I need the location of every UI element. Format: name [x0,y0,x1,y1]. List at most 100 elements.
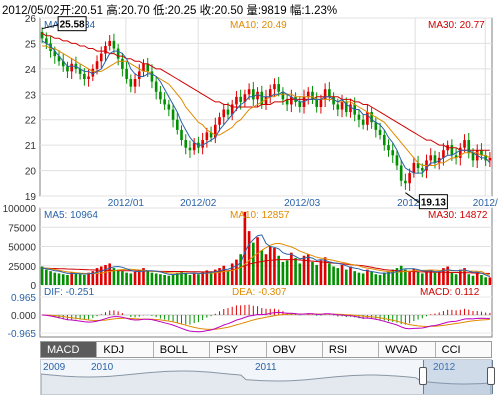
candle-body [285,99,289,105]
candle [57,50,61,66]
candle [412,157,416,178]
candle [159,85,162,104]
candle [374,116,378,138]
candle-body [175,119,179,130]
volume-bar [252,242,255,285]
tab-psy[interactable]: PSY [210,342,267,357]
volume-bar [442,268,445,285]
tab-macd[interactable]: MACD [41,342,98,357]
candle [298,96,302,113]
max-price-label: 25.58 [60,20,85,31]
volume-ytick: 75000 [8,223,36,234]
candle-body [260,91,264,105]
timeline-navigator[interactable]: 2009 2010 2011 2012 [40,359,495,395]
candle-body [378,129,382,135]
candle-body [87,76,90,80]
volume-bar [353,271,357,285]
candle [150,64,154,89]
tab-cci[interactable]: CCI [441,343,461,356]
candle [87,69,90,87]
volume-bar [112,268,116,285]
candle-body [146,63,150,72]
volume-bar [311,261,314,285]
candle [290,89,293,113]
candle-body [459,147,462,158]
candle [442,143,445,166]
tab-rsi[interactable]: RSI [323,342,380,357]
volume-bar [382,272,386,285]
volume-bar [91,271,95,285]
candle [74,56,78,74]
kline-xtick: 2012/03 [284,198,321,209]
close-value: 20.50 [214,5,244,17]
volume-bar [201,271,204,285]
candle [332,92,335,111]
volume-bar [159,274,162,285]
macd-dif-line [42,311,490,333]
candle-body [374,122,378,130]
volume-bar [404,269,407,285]
volume-bar [429,269,433,285]
tab-obv[interactable]: OBV [267,342,323,357]
candle [328,82,331,102]
candle [205,127,209,148]
volume-bar [357,272,361,285]
candle [142,59,145,76]
candle [459,143,462,166]
candle [154,76,158,100]
candle-body [416,162,420,169]
candle-body [429,155,433,161]
candle-body [319,99,323,107]
candle-body [256,91,259,100]
volume-bar [146,271,150,285]
candle-body [408,173,411,184]
candle-body [361,119,365,125]
volume-bar [230,263,234,285]
volume-bar [450,272,454,285]
candle [184,134,188,155]
navigator-selection[interactable] [423,360,493,394]
candle [404,173,407,190]
candle-body [404,180,407,184]
candle [370,107,373,129]
candle-body [61,61,65,67]
max-price-box [57,16,87,32]
kline-legend-ma30: MA30: 20.77 [428,20,485,31]
candle [78,64,82,80]
candle-body [66,66,69,72]
tab-kdj[interactable]: KDJ [97,342,154,357]
candle-body [163,99,166,105]
change-label: 幅 [289,5,302,17]
volume-bar [480,274,483,285]
volume-bar [104,264,107,285]
candle-body [129,79,133,87]
volume-bar [294,258,297,285]
candle [192,138,196,155]
candle [213,117,217,144]
volume-bar [235,259,238,285]
close-label: 收 [199,5,212,17]
high-label: 高 [106,5,118,17]
volume-bar [66,274,69,285]
tab-boll[interactable]: BOLL [154,342,211,357]
volume-bar [471,275,475,285]
volume-bar [484,277,487,285]
navigator-left-handle[interactable] [419,367,427,385]
tab-wvad[interactable]: WVAD [379,342,436,357]
volume-bar [213,269,217,285]
quote-header: 2012/05/02开:20.51 高:20.70 低:20.25 收:20.5… [2,5,338,17]
candle-body [108,40,112,46]
navigator-right-handle[interactable] [487,367,495,385]
volume-bar [205,270,209,285]
volume-bar [387,271,390,285]
min-price-label: 19.13 [421,198,446,209]
candle-body [154,81,158,92]
candle-body [116,48,120,59]
volume-bar [108,263,112,285]
volume-bar [133,271,137,285]
volume-bar [332,266,335,285]
candle [382,130,386,151]
candle [70,57,73,80]
candle [450,139,454,161]
